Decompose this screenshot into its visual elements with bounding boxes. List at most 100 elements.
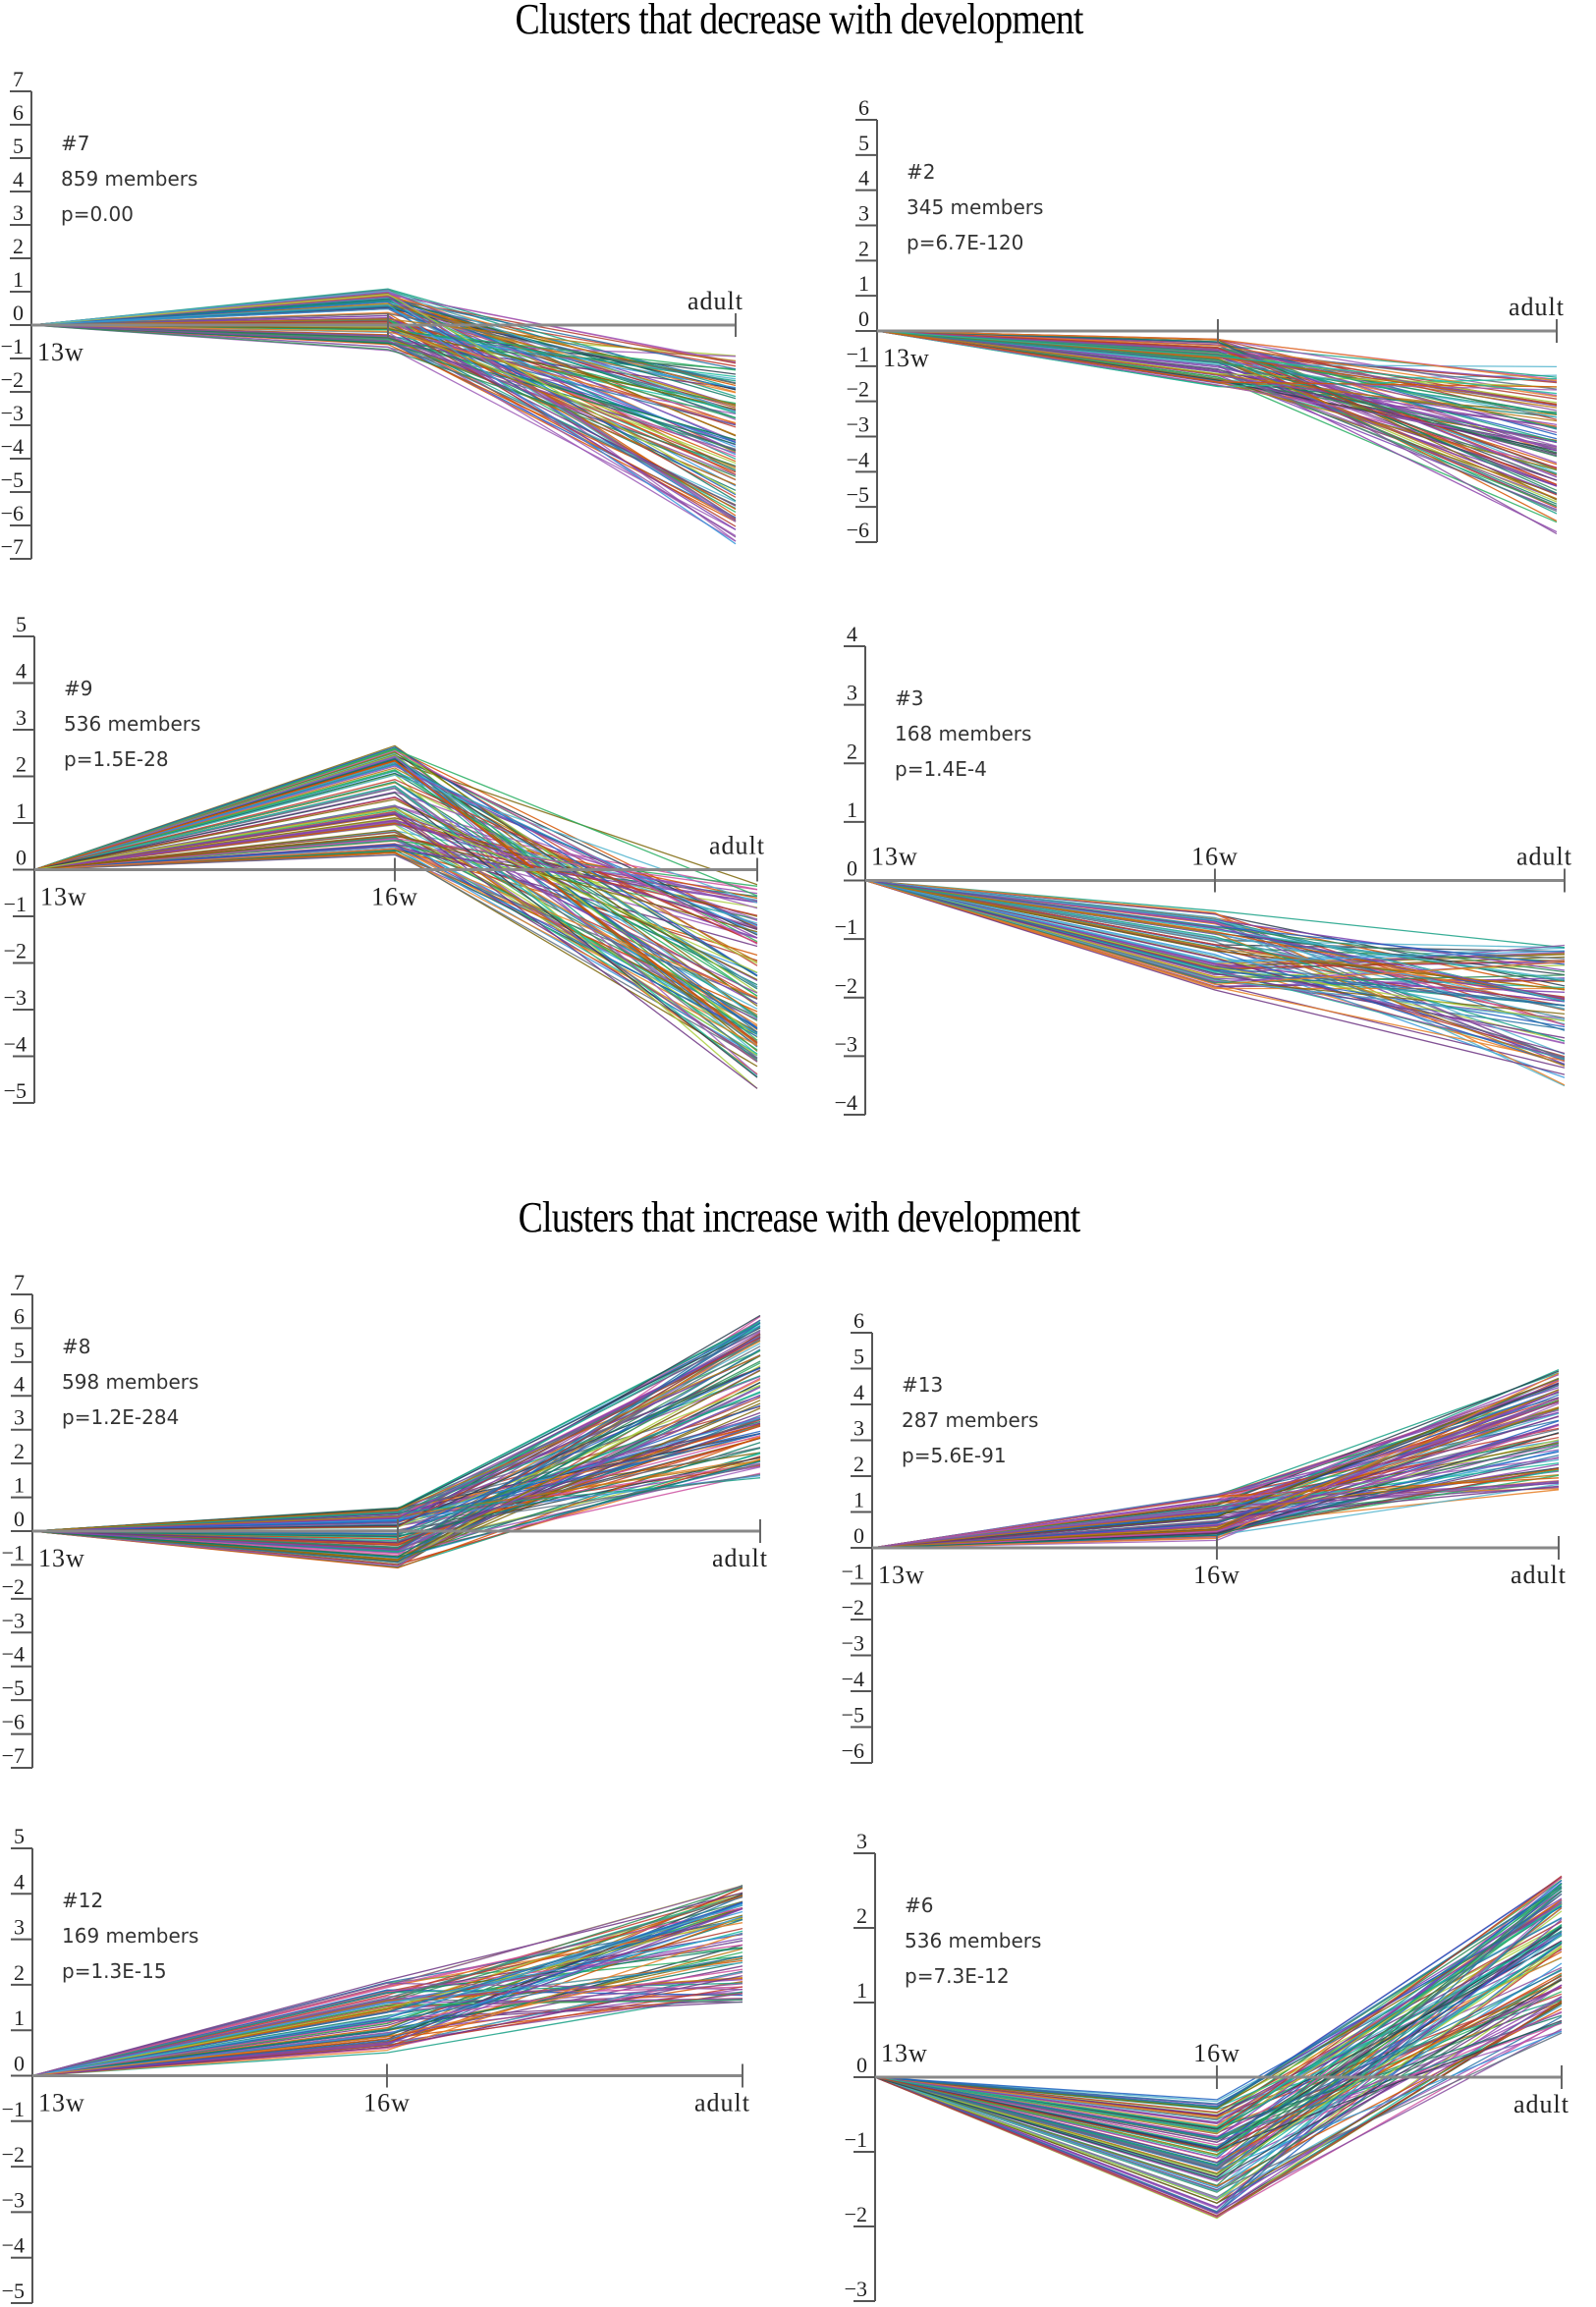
y-tick-label: 7 bbox=[14, 1270, 25, 1294]
profile-line bbox=[33, 812, 758, 1063]
profile-line bbox=[864, 879, 1566, 949]
y-tick-label: 2 bbox=[853, 1452, 864, 1476]
cluster-id-label: #8 bbox=[62, 1335, 90, 1358]
profile-line bbox=[30, 301, 737, 496]
profile-line bbox=[31, 1961, 743, 2077]
profile-line bbox=[31, 1901, 743, 2077]
y-tick-label: −1 bbox=[1, 334, 24, 358]
profile-line bbox=[31, 1337, 761, 1532]
y-tick-label: 1 bbox=[14, 1473, 25, 1498]
y-tick-label: −1 bbox=[842, 1560, 864, 1584]
profile-line bbox=[33, 785, 758, 1077]
y-tick-label: −7 bbox=[2, 1743, 25, 1768]
y-tick-label: −3 bbox=[835, 1031, 857, 1056]
profile-line bbox=[874, 1933, 1563, 2165]
profile-line bbox=[33, 834, 758, 933]
x-tick-label-adult: adult bbox=[709, 832, 765, 860]
y-tick-label: −1 bbox=[845, 2127, 867, 2152]
y-tick-label: 4 bbox=[858, 166, 869, 191]
y-tick-label: 4 bbox=[853, 1380, 864, 1404]
y-tick-label: −6 bbox=[842, 1738, 864, 1763]
y-tick-label: −1 bbox=[835, 914, 857, 939]
profile-line bbox=[864, 879, 1566, 1025]
profile-line bbox=[31, 1892, 743, 2077]
y-tick-label: −1 bbox=[847, 342, 869, 366]
profile-line bbox=[871, 1480, 1560, 1549]
profile-line bbox=[33, 760, 758, 1045]
y-tick-label: −4 bbox=[2, 2233, 25, 2258]
y-tick-label: −3 bbox=[2, 2187, 25, 2212]
y-tick-label: 0 bbox=[16, 846, 27, 870]
profile-line bbox=[864, 879, 1566, 1002]
x-tick-label-16w: 16w bbox=[1191, 843, 1238, 871]
profile-line bbox=[33, 844, 758, 1037]
profile-line bbox=[31, 1477, 761, 1532]
x-tick-label-16w: 16w bbox=[363, 2089, 411, 2117]
y-tick-label: 0 bbox=[13, 301, 24, 325]
p-value-label: p=1.4E-4 bbox=[895, 757, 987, 781]
profile-line bbox=[864, 879, 1566, 1022]
x-tick-label-16w: 16w bbox=[371, 883, 418, 911]
profile-line bbox=[31, 1394, 761, 1552]
profile-line bbox=[31, 1956, 743, 2077]
y-tick-label: −3 bbox=[2, 1608, 25, 1632]
profile-line bbox=[30, 324, 737, 454]
profile-line bbox=[31, 1991, 743, 2077]
y-tick-label: −5 bbox=[842, 1703, 864, 1728]
y-tick-label: −6 bbox=[1, 501, 24, 525]
x-tick-label-adult: adult bbox=[688, 287, 743, 315]
y-tick-label: 0 bbox=[847, 856, 857, 881]
y-tick-label: −4 bbox=[2, 1642, 25, 1667]
y-tick-label: 0 bbox=[856, 2053, 867, 2077]
profile-line bbox=[31, 1975, 743, 2077]
y-tick-label: −6 bbox=[2, 1710, 25, 1734]
profile-line bbox=[874, 1918, 1563, 2209]
profile-line bbox=[31, 1459, 761, 1532]
cluster-panel-9: 5 4 3 2 1 0 −1 −2 −3 −4 −5 13w 16w adult #9 536 members… bbox=[4, 612, 765, 1104]
profile-line bbox=[31, 1915, 743, 2077]
profile-line bbox=[31, 1982, 743, 2077]
profile-line bbox=[864, 879, 1566, 991]
x-tick-label-13w: 13w bbox=[38, 1544, 85, 1572]
profile-line bbox=[30, 324, 737, 530]
profile-line bbox=[864, 879, 1566, 991]
profile-line bbox=[33, 829, 758, 1033]
profile-line bbox=[30, 290, 737, 413]
profile-line bbox=[864, 879, 1566, 1068]
y-tick-label: −4 bbox=[842, 1667, 864, 1691]
y-tick-label: −5 bbox=[2, 1675, 25, 1700]
y-tick-label: 2 bbox=[13, 234, 24, 258]
profile-line bbox=[33, 853, 758, 1001]
profile-line bbox=[871, 1468, 1560, 1549]
members-label: 598 members bbox=[62, 1370, 198, 1394]
profile-line bbox=[33, 755, 758, 1075]
profile-line bbox=[871, 1424, 1560, 1549]
cluster-id-label: #9 bbox=[64, 677, 92, 700]
y-tick-label: −3 bbox=[842, 1631, 864, 1656]
y-tick-label: −2 bbox=[2, 2142, 25, 2167]
profile-line bbox=[33, 781, 758, 1017]
members-label: 536 members bbox=[64, 712, 200, 736]
profile-line bbox=[874, 1903, 1563, 2110]
profile-line bbox=[871, 1409, 1560, 1549]
profile-line bbox=[30, 307, 737, 448]
cluster-panel-13: 6 5 4 3 2 1 0 −1 −2 −3 −4 −5 −6 13w 16w adult #13 287 mem… bbox=[842, 1308, 1566, 1764]
profile-line bbox=[876, 330, 1558, 486]
p-value-label: p=1.2E-284 bbox=[62, 1405, 179, 1429]
y-tick-label: −4 bbox=[847, 447, 869, 471]
y-tick-label: −2 bbox=[845, 2202, 867, 2226]
cluster-id-label: #13 bbox=[902, 1373, 943, 1397]
members-label: 859 members bbox=[61, 167, 197, 191]
cluster-id-label: #6 bbox=[905, 1894, 933, 1917]
cluster-id-label: #3 bbox=[895, 687, 923, 710]
profile-line bbox=[876, 330, 1558, 458]
profile-line bbox=[864, 879, 1566, 963]
y-tick-label: 0 bbox=[14, 1507, 25, 1531]
y-tick-label: 3 bbox=[13, 200, 24, 225]
p-value-label: p=7.3E-12 bbox=[905, 1964, 1010, 1988]
profile-line bbox=[864, 879, 1566, 1007]
y-tick-label: −1 bbox=[4, 892, 27, 916]
profile-line bbox=[31, 1907, 743, 2077]
profile-line bbox=[31, 1369, 761, 1561]
profile-line bbox=[864, 879, 1566, 1086]
